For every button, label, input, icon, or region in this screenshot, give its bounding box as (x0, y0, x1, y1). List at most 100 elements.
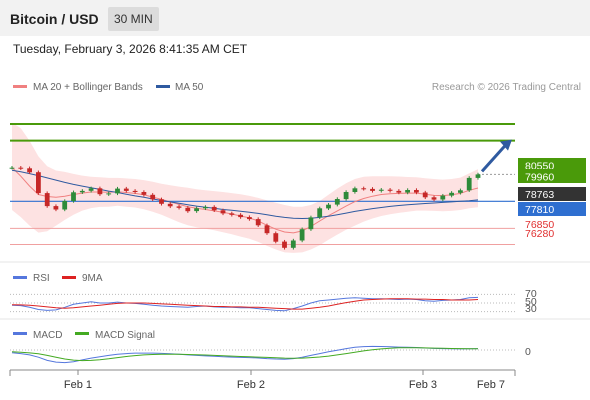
legend-label-ma20: MA 20 + Bollinger Bands (33, 82, 143, 93)
candle-body (378, 189, 384, 191)
credit-label: Research © 2026 Trading Central (432, 82, 581, 93)
x-tick-label: Feb 1 (64, 379, 92, 391)
candle-body (167, 203, 173, 207)
price-level-labels: 80550 79960 78763 77810 76850 76280 (518, 158, 586, 240)
candle-body (466, 177, 472, 191)
candle-body (18, 167, 24, 169)
symbol-title: Bitcoin / USD (10, 11, 99, 27)
macd-signal-line (11, 347, 478, 362)
candle-body (229, 213, 235, 215)
candle-body (361, 188, 367, 190)
candle-body (396, 190, 402, 193)
bollinger-band-fill (12, 122, 478, 253)
candle-body (194, 208, 199, 212)
candle-body (334, 199, 340, 205)
candle-body (71, 192, 76, 201)
candle-body (317, 208, 323, 218)
legend-swatch-rsi-ma (62, 276, 76, 279)
candle-body (141, 192, 147, 195)
candle-body (414, 190, 419, 193)
rsi-level-70: 70 (525, 288, 537, 300)
candle-body (220, 210, 226, 214)
candle-body (282, 241, 287, 248)
candle-body (405, 190, 410, 193)
level-badge-pivot (518, 202, 586, 216)
legend-label-macd-signal: MACD Signal (95, 330, 155, 341)
level-badge-r2 (518, 158, 586, 172)
rsi-ma-line (11, 298, 479, 310)
macd-legend: MACD MACD Signal (13, 330, 155, 341)
candle-body (203, 206, 208, 209)
legend-label-macd: MACD (33, 330, 62, 341)
legend-label-rsi-ma: 9MA (82, 273, 103, 284)
candle-body (97, 188, 103, 195)
candle-body (431, 197, 437, 200)
ma20-line (11, 167, 479, 234)
candle-body (273, 233, 279, 242)
candle-body (79, 190, 85, 193)
legend-swatch-macd-signal (75, 332, 89, 335)
level-label-s2: 76280 (525, 228, 554, 240)
candle-body (115, 188, 120, 194)
x-tick-label: Feb 3 (409, 379, 437, 391)
candle-body (370, 188, 375, 191)
candle-body (53, 206, 59, 210)
ma50-line (11, 169, 479, 220)
candle-body (449, 192, 454, 196)
candle-body (9, 167, 15, 169)
candle-body (123, 188, 129, 191)
candle-body (352, 188, 358, 192)
legend-swatch-rsi (13, 276, 27, 279)
candle-body (458, 190, 463, 193)
candle-body (62, 201, 68, 210)
candle-body (36, 172, 41, 194)
candle-body (475, 174, 481, 178)
candle-body (299, 229, 305, 241)
rsi-level-30: 30 (525, 303, 537, 315)
x-axis: Feb 1 Feb 2 Feb 3 Feb 7 (9, 369, 516, 391)
candle-body (264, 225, 270, 234)
candle-body (44, 193, 50, 207)
candle-body (343, 192, 349, 200)
header-bar: Bitcoin / USD 30 MIN (0, 0, 590, 36)
candle-body (440, 195, 446, 200)
candle-body (88, 188, 94, 191)
candle-body (308, 217, 314, 230)
candle-body (106, 193, 112, 195)
candle-body (150, 194, 156, 200)
level-badge-last (518, 187, 586, 201)
legend-swatch-macd (13, 332, 27, 335)
main-legend: MA 20 + Bollinger Bands MA 50 Research ©… (13, 82, 581, 93)
macd-zero-label: 0 (525, 346, 531, 358)
candle-body (247, 217, 252, 220)
projection-arrow-shaft (480, 143, 508, 173)
timeframe-button[interactable]: 30 MIN (108, 7, 159, 31)
macd-line (11, 345, 479, 364)
legend-swatch-ma50 (156, 85, 170, 88)
projection-arrow-head (500, 139, 512, 151)
candle-body (185, 207, 191, 212)
rsi-plot (10, 293, 515, 313)
level-badge-r1 (518, 169, 586, 183)
rsi-legend: RSI 9MA (13, 273, 103, 284)
candle-body (159, 199, 164, 204)
legend-label-rsi: RSI (33, 273, 50, 284)
level-label-r1: 79960 (525, 172, 554, 184)
candle-body (132, 190, 138, 192)
level-label-s1: 76850 (525, 219, 554, 231)
candle-body (387, 189, 393, 191)
datetime-label: Tuesday, February 3, 2026 8:41:35 AM CET (13, 42, 248, 56)
level-label-pivot: 77810 (525, 204, 554, 216)
candle-body (27, 168, 32, 173)
candle-body (290, 240, 296, 248)
candle-body (176, 206, 182, 208)
candle-body (211, 206, 217, 211)
main-plot (9, 122, 515, 253)
candle-body (326, 204, 331, 209)
rsi-level-50: 50 (525, 296, 537, 308)
x-tick-label: Feb 2 (237, 379, 265, 391)
candle-body (422, 192, 428, 198)
candle-body (238, 214, 243, 218)
macd-plot (10, 345, 515, 364)
